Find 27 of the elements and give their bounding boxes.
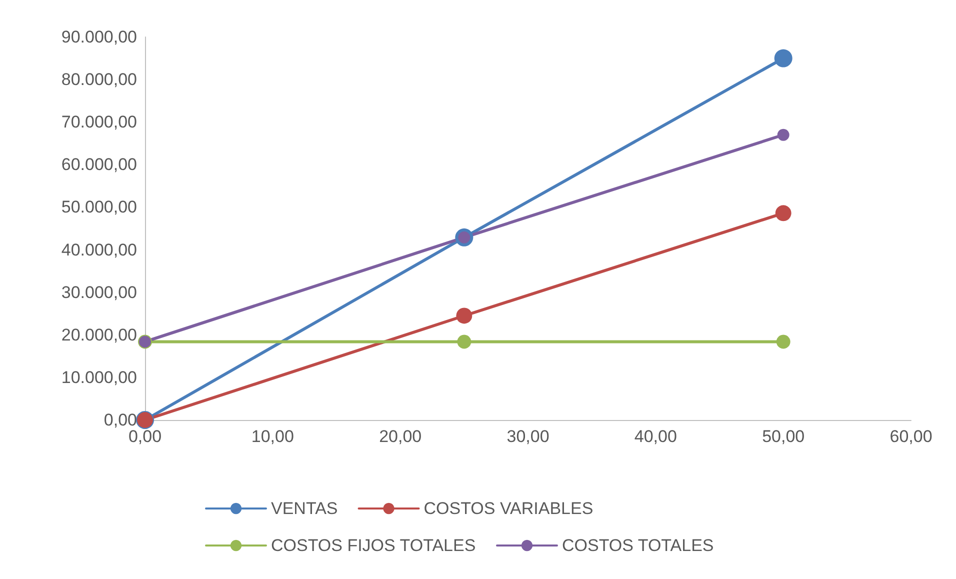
y-tick-label: 50.000,00 <box>61 198 137 217</box>
x-tick-label: 30,00 <box>506 427 550 446</box>
y-tick-label: 90.000,00 <box>61 28 137 46</box>
y-tick-label: 70.000,00 <box>61 112 137 132</box>
point <box>456 308 472 324</box>
x-tick-label: 40,00 <box>634 427 677 446</box>
y-tick-label: 30.000,00 <box>61 282 137 302</box>
point <box>774 49 792 68</box>
legend-label: COSTOS VARIABLES <box>424 499 594 518</box>
y-tick-label: 10.000,00 <box>61 368 137 387</box>
point <box>777 128 790 141</box>
y-tick-label: 20.000,00 <box>61 325 137 344</box>
legend-label: COSTOS TOTALES <box>562 536 714 555</box>
legend-label: VENTAS <box>271 499 338 518</box>
x-tick-label: 0,00 <box>128 427 162 446</box>
y-tick-label: 80.000,00 <box>61 70 137 90</box>
point <box>776 334 790 349</box>
y-tick-label: 60.000,00 <box>61 155 137 174</box>
x-tick-label: 20,00 <box>379 427 422 446</box>
legend-label: COSTOS FIJOS TOTALES <box>271 536 476 555</box>
y-tick-label: 40.000,00 <box>61 240 137 260</box>
x-tick-label: 60,00 <box>890 427 932 446</box>
point <box>457 334 472 349</box>
x-tick-label: 10,00 <box>251 427 294 446</box>
x-tick-label: 50,00 <box>762 427 805 446</box>
point <box>775 205 792 222</box>
y-tick-label: 0,00 <box>104 410 137 430</box>
